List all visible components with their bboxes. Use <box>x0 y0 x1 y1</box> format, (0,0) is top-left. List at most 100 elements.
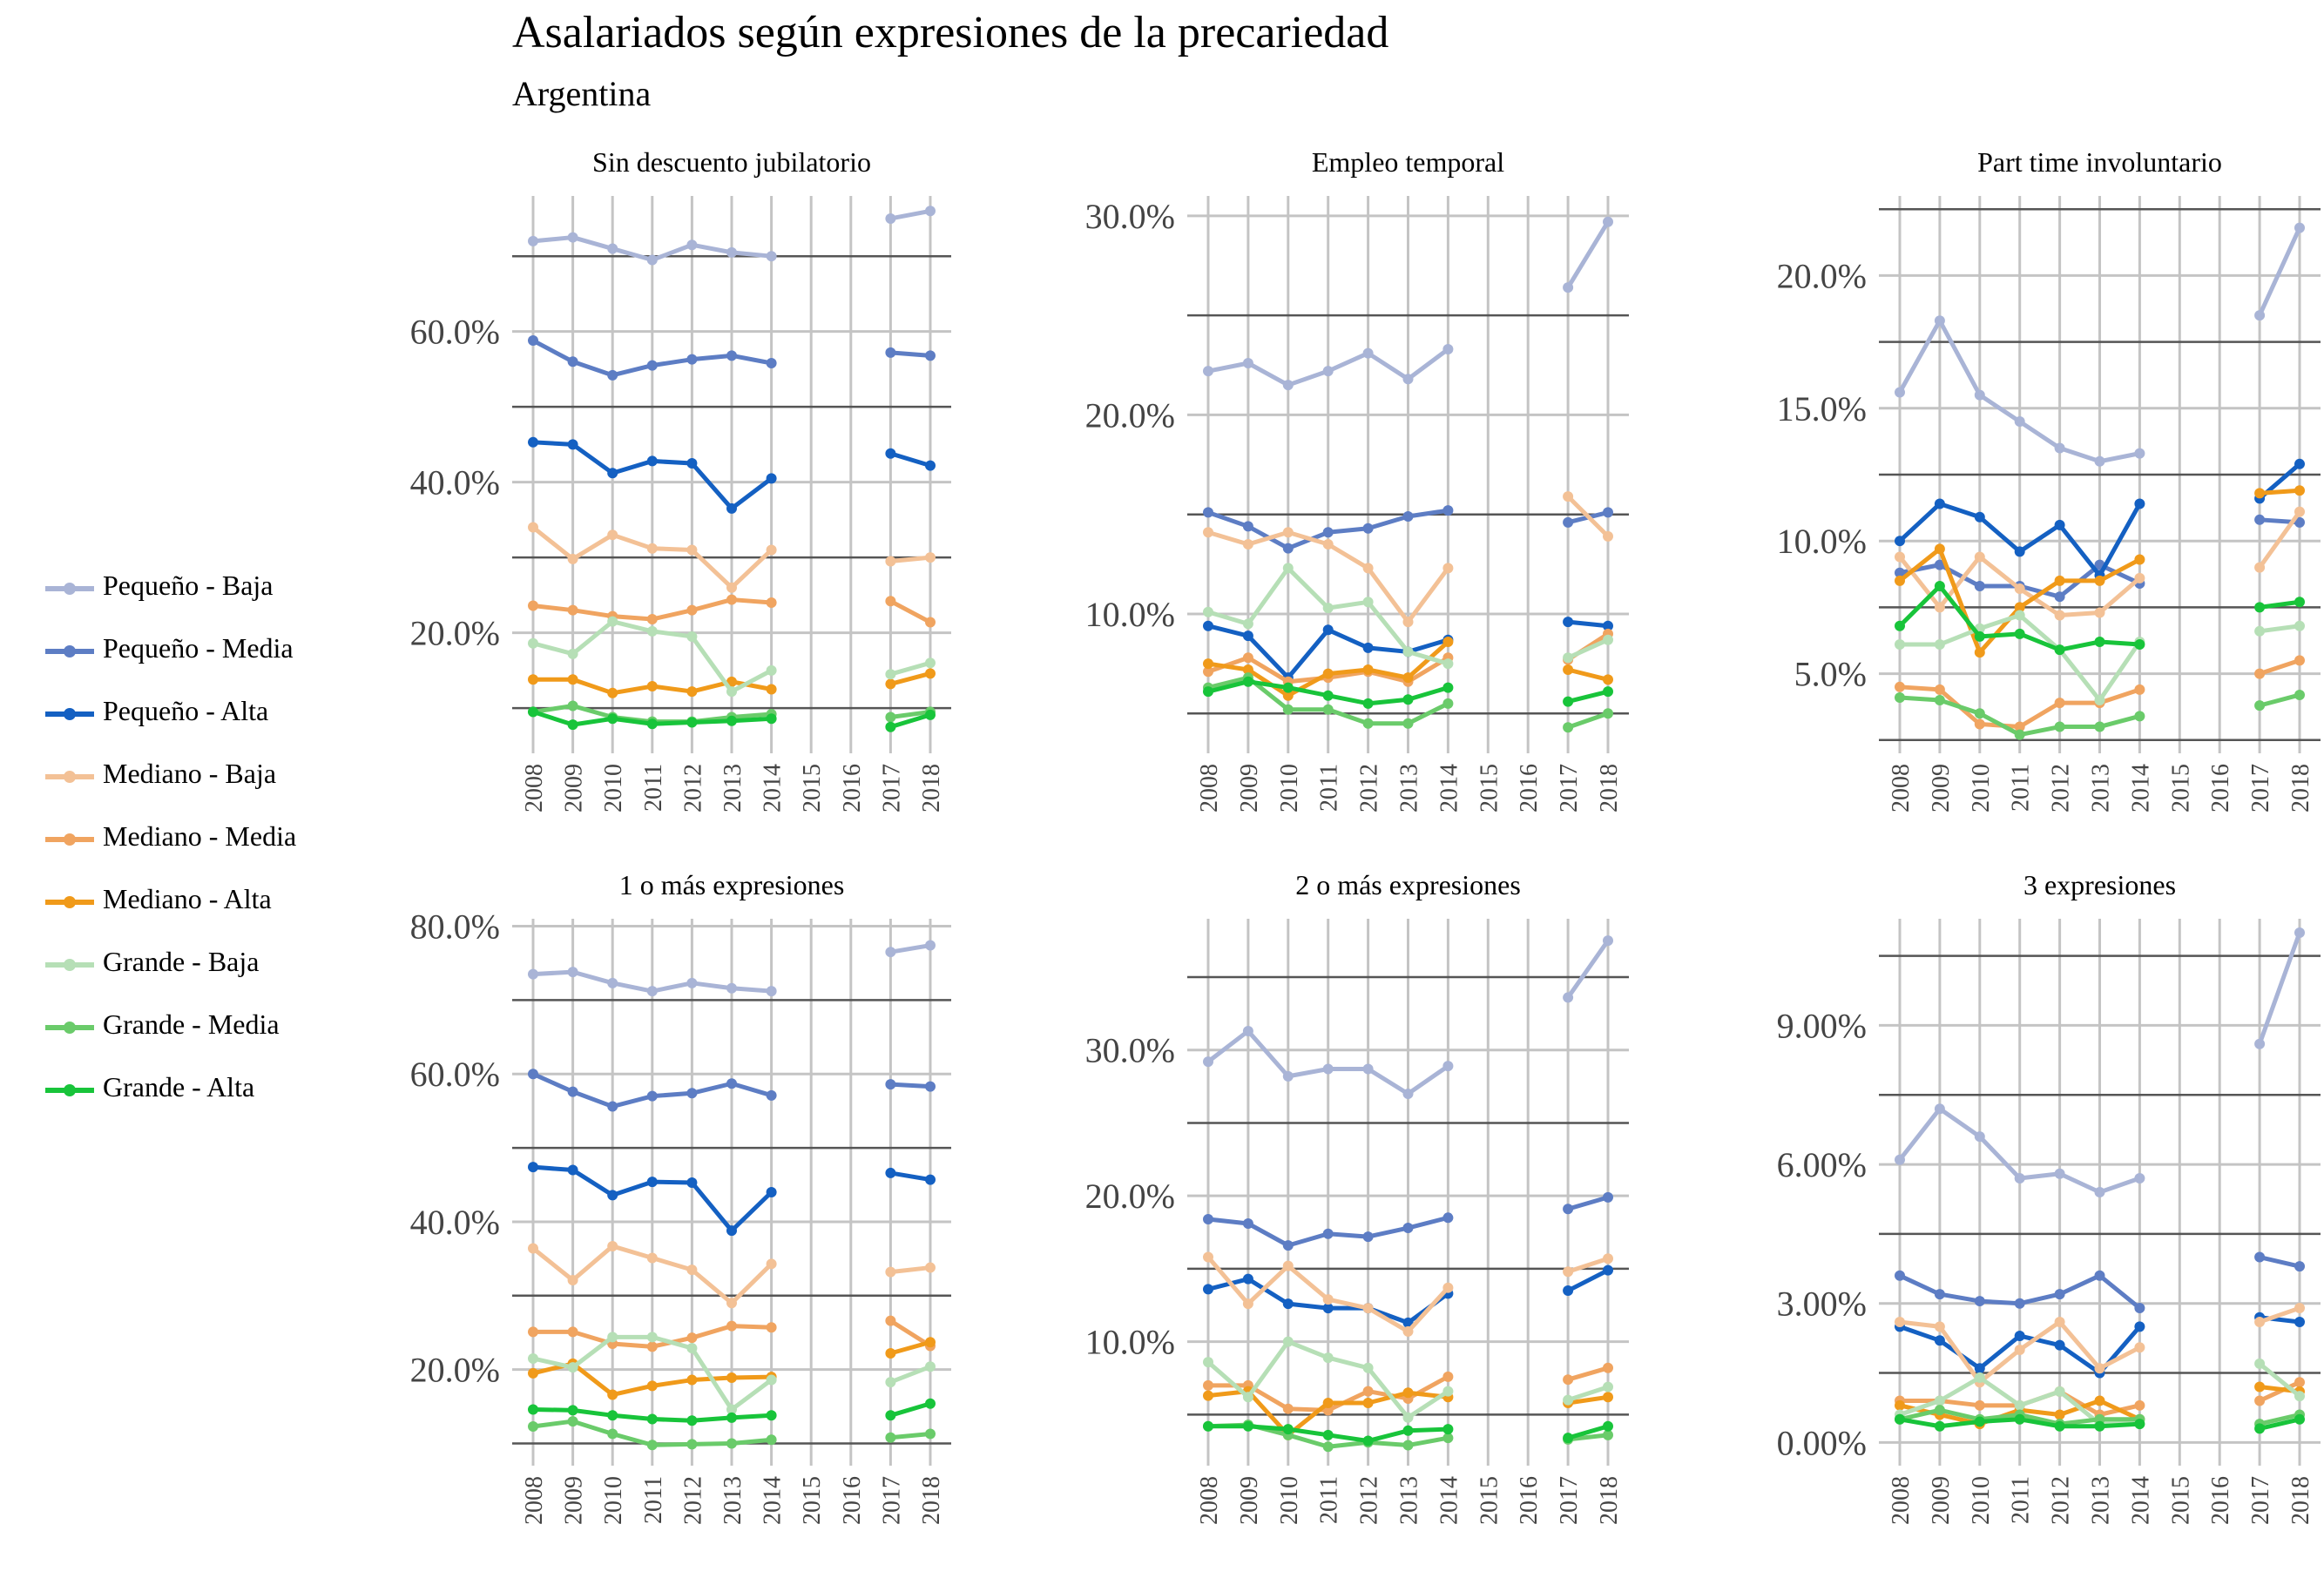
data-point <box>1242 676 1253 687</box>
data-point <box>2294 1317 2305 1328</box>
data-point <box>1282 1070 1294 1082</box>
data-point <box>686 1343 698 1354</box>
data-point <box>1282 704 1294 715</box>
x-tick-label: 2010 <box>600 1476 627 1525</box>
data-point <box>1402 1425 1414 1436</box>
data-point <box>925 350 936 361</box>
data-point <box>686 604 698 616</box>
data-point <box>925 1337 936 1348</box>
data-point <box>1603 935 1613 947</box>
series-line <box>2257 488 2302 496</box>
data-point <box>528 1162 538 1173</box>
data-point <box>1203 666 1213 678</box>
data-point <box>885 1315 896 1326</box>
legend-key <box>45 708 94 720</box>
data-point <box>726 350 737 361</box>
data-point <box>1895 1270 1905 1281</box>
data-point <box>567 439 578 450</box>
data-point <box>1242 618 1253 630</box>
data-point <box>2054 519 2065 530</box>
data-point <box>885 1266 896 1278</box>
data-point <box>1203 1251 1213 1263</box>
series-line <box>1565 1394 1611 1406</box>
facet-panel: 1 o más expresiones 20.0% 40.0% 60.0% 80.0% 2… <box>410 869 951 1525</box>
data-point <box>646 986 658 997</box>
data-point <box>2134 1173 2145 1184</box>
data-point <box>567 1274 578 1285</box>
data-point <box>1442 1061 1454 1072</box>
data-point <box>1603 1362 1613 1373</box>
data-point <box>607 1410 618 1421</box>
data-point <box>646 360 658 371</box>
y-tick-label: 60.0% <box>410 1055 500 1094</box>
data-point <box>1934 1103 1945 1115</box>
data-point <box>1563 491 1574 502</box>
data-point <box>1322 1397 1334 1408</box>
data-point <box>686 717 698 728</box>
data-point <box>1974 708 1985 719</box>
x-tick-label: 2010 <box>1276 764 1303 813</box>
facet-panel: Sin descuento jubilatorio 20.0% 40.0% 60.0%… <box>410 146 951 813</box>
data-point <box>885 721 896 732</box>
data-point <box>686 1415 698 1426</box>
data-point <box>726 246 737 258</box>
data-point <box>1203 658 1213 670</box>
x-tick-label: 2015 <box>2167 1476 2194 1525</box>
data-point <box>1563 516 1574 528</box>
x-tick-label: 2014 <box>1436 764 1463 813</box>
data-point <box>1442 1282 1454 1293</box>
series-line <box>1565 637 1611 660</box>
data-point <box>2014 546 2025 557</box>
data-point <box>1895 1317 1905 1328</box>
x-tick-label: 2009 <box>1928 1476 1955 1525</box>
data-point <box>2134 711 2145 722</box>
y-tick-label: 60.0% <box>410 313 500 352</box>
data-point <box>2254 1038 2266 1049</box>
data-point <box>528 600 538 611</box>
x-tick-label: 2012 <box>2048 764 2075 813</box>
data-point <box>2134 1399 2145 1411</box>
legend-key <box>45 896 94 908</box>
data-point <box>528 235 538 246</box>
legend-label: Pequeño - Baja <box>103 570 274 601</box>
data-point <box>646 1341 658 1352</box>
series-line <box>1565 494 1611 539</box>
legend-label: Mediano - Media <box>103 820 297 852</box>
data-point <box>1322 603 1334 614</box>
data-point <box>1322 624 1334 636</box>
data-point <box>1895 1399 1905 1411</box>
series-line <box>888 943 933 954</box>
data-point <box>1322 1294 1334 1305</box>
data-point <box>567 1362 578 1373</box>
data-point <box>528 1421 538 1433</box>
x-tick-label: 2008 <box>1888 764 1915 813</box>
data-point <box>2094 575 2105 586</box>
data-point <box>1402 1325 1414 1337</box>
data-point <box>1603 686 1613 698</box>
data-point <box>1934 684 1945 695</box>
data-point <box>1362 1362 1374 1373</box>
data-point <box>2094 637 2105 647</box>
data-point <box>646 625 658 637</box>
data-point <box>1242 1218 1253 1230</box>
x-tick-label: 2014 <box>2127 764 2154 813</box>
data-point <box>2254 1423 2266 1434</box>
data-point <box>1402 718 1414 729</box>
x-tick-label: 2011 <box>1316 1476 1343 1524</box>
data-point <box>2134 554 2145 565</box>
data-point <box>1282 563 1294 574</box>
data-point <box>1974 631 1985 642</box>
data-point <box>607 468 618 479</box>
data-point <box>1934 581 1945 591</box>
x-tick-label: 2016 <box>1516 1476 1543 1525</box>
data-point <box>528 1367 538 1379</box>
data-point <box>726 582 737 593</box>
data-point <box>1442 637 1454 647</box>
data-point <box>1362 523 1374 534</box>
data-point <box>1974 1416 1985 1427</box>
data-point <box>1895 387 1905 398</box>
data-point <box>2254 700 2266 711</box>
data-point <box>1282 380 1294 391</box>
data-point <box>1563 664 1574 675</box>
data-point <box>1402 672 1414 684</box>
